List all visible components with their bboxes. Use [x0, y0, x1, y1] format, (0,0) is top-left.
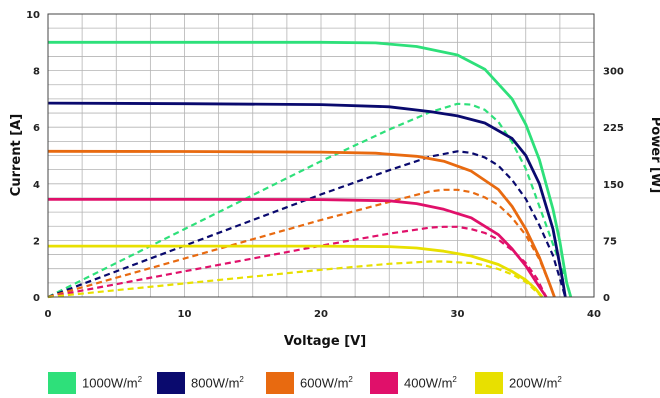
y2-axis-label: Power [W]	[648, 117, 660, 193]
legend-label: 400W/m2	[404, 375, 457, 391]
legend-label: 1000W/m2	[82, 375, 143, 391]
legend-label-superscript: 2	[452, 375, 457, 385]
legend-label: 200W/m2	[509, 375, 562, 391]
y-tick-label: 0	[33, 293, 40, 304]
power-curve-1	[47, 150, 567, 299]
current-curve-1	[47, 101, 567, 298]
y2-tick-label: 225	[603, 123, 624, 134]
y2-tick-label: 75	[603, 236, 617, 247]
y-tick-label: 4	[33, 180, 40, 191]
plot-border	[47, 13, 595, 298]
legend-item: 200W/m2	[475, 372, 562, 394]
x-axis-label: Voltage [V]	[284, 334, 366, 349]
legend-label-superscript: 2	[137, 375, 143, 385]
x-tick-label: 30	[451, 309, 465, 320]
y-tick-label: 10	[26, 10, 40, 21]
y2-tick-label: 0	[603, 293, 610, 304]
power-curve-3	[47, 225, 548, 299]
legend-swatch	[157, 372, 185, 394]
legend-label-superscript: 2	[557, 375, 562, 385]
x-tick-label: 40	[587, 309, 601, 320]
legend-swatch	[48, 372, 76, 394]
x-tick-label: 20	[314, 309, 328, 320]
legend-swatch	[475, 372, 503, 394]
series-layer	[47, 40, 573, 299]
y2-tick-label: 300	[603, 67, 624, 78]
legend-label: 600W/m2	[300, 375, 353, 391]
legend-swatch	[266, 372, 294, 394]
legend-item: 600W/m2	[266, 372, 353, 394]
power-curve-2	[47, 188, 556, 299]
y-tick-label: 8	[33, 67, 40, 78]
plot-frame	[47, 13, 595, 298]
current-curve-4	[48, 244, 544, 298]
legend-item: 1000W/m2	[48, 372, 142, 394]
legend-label-superscript: 2	[348, 375, 353, 385]
current-curve-2	[47, 149, 556, 298]
legend-item: 400W/m2	[370, 372, 457, 394]
y-tick-label: 2	[33, 236, 40, 247]
legend: 1000W/m2 800W/m2 600W/m2 400W/m2 200W/m2	[0, 372, 660, 394]
x-tick-label: 10	[178, 309, 192, 320]
grid	[47, 13, 595, 298]
y2-tick-label: 150	[603, 180, 624, 191]
current-curve-0	[48, 40, 573, 298]
power-curve-0	[47, 102, 572, 298]
y-tick-label: 6	[33, 123, 40, 134]
legend-item: 800W/m2	[157, 372, 244, 394]
y-axis-label: Current [A]	[9, 114, 24, 196]
x-tick-label: 0	[45, 309, 52, 320]
current-curve-3	[48, 198, 548, 298]
legend-label: 800W/m2	[191, 375, 244, 391]
power-curve-4	[47, 260, 543, 299]
legend-swatch	[370, 372, 398, 394]
legend-label-superscript: 2	[239, 375, 244, 385]
